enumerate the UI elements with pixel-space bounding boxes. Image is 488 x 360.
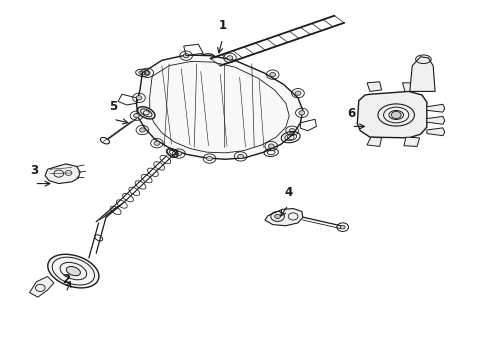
Circle shape xyxy=(390,111,400,118)
Polygon shape xyxy=(357,91,426,138)
Circle shape xyxy=(154,141,160,145)
Polygon shape xyxy=(403,137,419,147)
Polygon shape xyxy=(264,208,302,226)
Polygon shape xyxy=(366,82,381,91)
Circle shape xyxy=(298,111,304,115)
Text: 5: 5 xyxy=(109,100,117,113)
Circle shape xyxy=(136,96,142,100)
Polygon shape xyxy=(409,57,434,91)
Polygon shape xyxy=(426,128,444,136)
Circle shape xyxy=(237,154,243,158)
Circle shape xyxy=(269,72,275,77)
Text: 4: 4 xyxy=(284,185,292,199)
Circle shape xyxy=(274,214,280,219)
Polygon shape xyxy=(366,137,381,147)
Circle shape xyxy=(144,71,150,75)
Ellipse shape xyxy=(137,107,155,119)
Polygon shape xyxy=(426,116,444,124)
Polygon shape xyxy=(402,83,418,91)
Ellipse shape xyxy=(48,254,99,288)
Polygon shape xyxy=(426,104,444,112)
Text: 3: 3 xyxy=(30,164,39,177)
Circle shape xyxy=(206,157,212,161)
Polygon shape xyxy=(136,55,302,159)
Circle shape xyxy=(288,129,294,133)
Circle shape xyxy=(340,225,345,229)
Circle shape xyxy=(226,56,232,60)
Circle shape xyxy=(176,152,182,156)
Polygon shape xyxy=(45,164,80,184)
Text: 2: 2 xyxy=(62,273,70,286)
Text: 6: 6 xyxy=(346,107,355,120)
Text: 1: 1 xyxy=(218,19,226,32)
Circle shape xyxy=(183,54,189,58)
Circle shape xyxy=(139,128,145,132)
Ellipse shape xyxy=(66,266,80,276)
Polygon shape xyxy=(30,276,54,297)
Circle shape xyxy=(133,113,139,118)
Circle shape xyxy=(268,144,274,148)
Circle shape xyxy=(294,91,300,95)
